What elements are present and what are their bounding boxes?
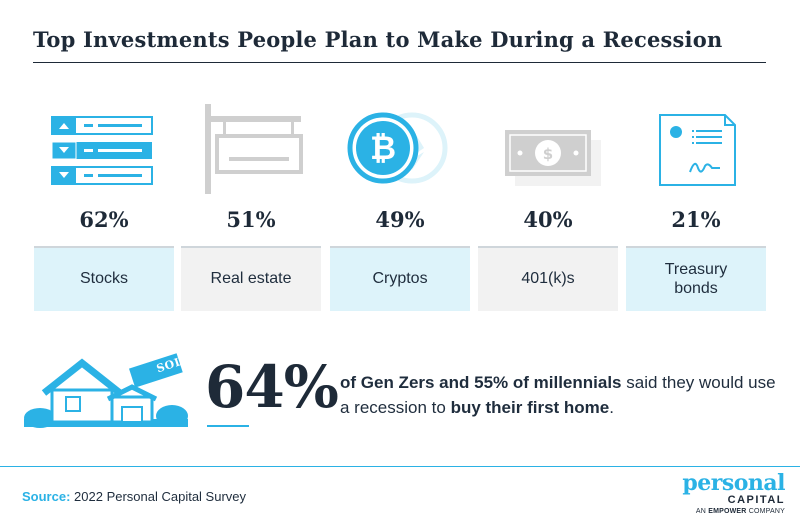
- svg-text:₿: ₿: [370, 129, 396, 167]
- treasury-bonds-percent: 21%: [671, 207, 721, 232]
- 401k-label: 401(k)s: [478, 246, 618, 311]
- cryptos-percent: 49%: [375, 207, 425, 232]
- title-divider: [33, 62, 766, 63]
- real-estate-sign-icon: [195, 100, 325, 195]
- source-label: Source:: [22, 489, 71, 504]
- logo-sub: CAPITAL: [727, 494, 785, 506]
- personal-capital-logo: personal CAPITAL AN EMPOWER COMPANY: [655, 472, 785, 515]
- logo-tagline: AN EMPOWER COMPANY: [655, 508, 785, 515]
- footer-divider: [0, 466, 800, 467]
- logo-word: personal: [682, 470, 785, 496]
- bitcoin-icon: ₿: [345, 100, 475, 195]
- highlight-underline: [207, 425, 249, 427]
- stocks-label: Stocks: [34, 246, 174, 311]
- logo-tag-post: COMPANY: [748, 508, 785, 515]
- highlight-text-2: .: [609, 398, 614, 417]
- source-note: Source: 2022 Personal Capital Survey: [22, 489, 246, 504]
- stocks-list-icon: [42, 100, 172, 195]
- highlight-bold-genz: of Gen Zers and 55% of millennials: [340, 373, 622, 392]
- page-title: Top Investments People Plan to Make Duri…: [33, 27, 723, 52]
- svg-text:$: $: [543, 145, 553, 163]
- highlight-text-1: said they would use a recession to: [340, 373, 776, 417]
- cryptos-label: Cryptos: [330, 246, 470, 311]
- cash-bill-icon: $: [495, 100, 625, 195]
- logo-tag-pre: AN: [695, 508, 707, 515]
- highlight-bold-home: buy their first home: [450, 398, 610, 417]
- sold-house-icon: SOLD: [22, 345, 197, 435]
- treasury-bonds-label: Treasury bonds: [626, 246, 766, 311]
- real-estate-percent: 51%: [226, 207, 276, 232]
- stocks-percent: 62%: [79, 207, 129, 232]
- real-estate-label: Real estate: [181, 246, 321, 311]
- 401k-percent: 40%: [523, 207, 573, 232]
- bond-certificate-icon: [640, 100, 770, 195]
- source-text: 2022 Personal Capital Survey: [74, 489, 247, 504]
- logo-tag-brand: EMPOWER: [708, 508, 747, 515]
- highlight-statement: of Gen Zers and 55% of millennials said …: [340, 370, 780, 420]
- highlight-percent: 64%: [205, 353, 339, 421]
